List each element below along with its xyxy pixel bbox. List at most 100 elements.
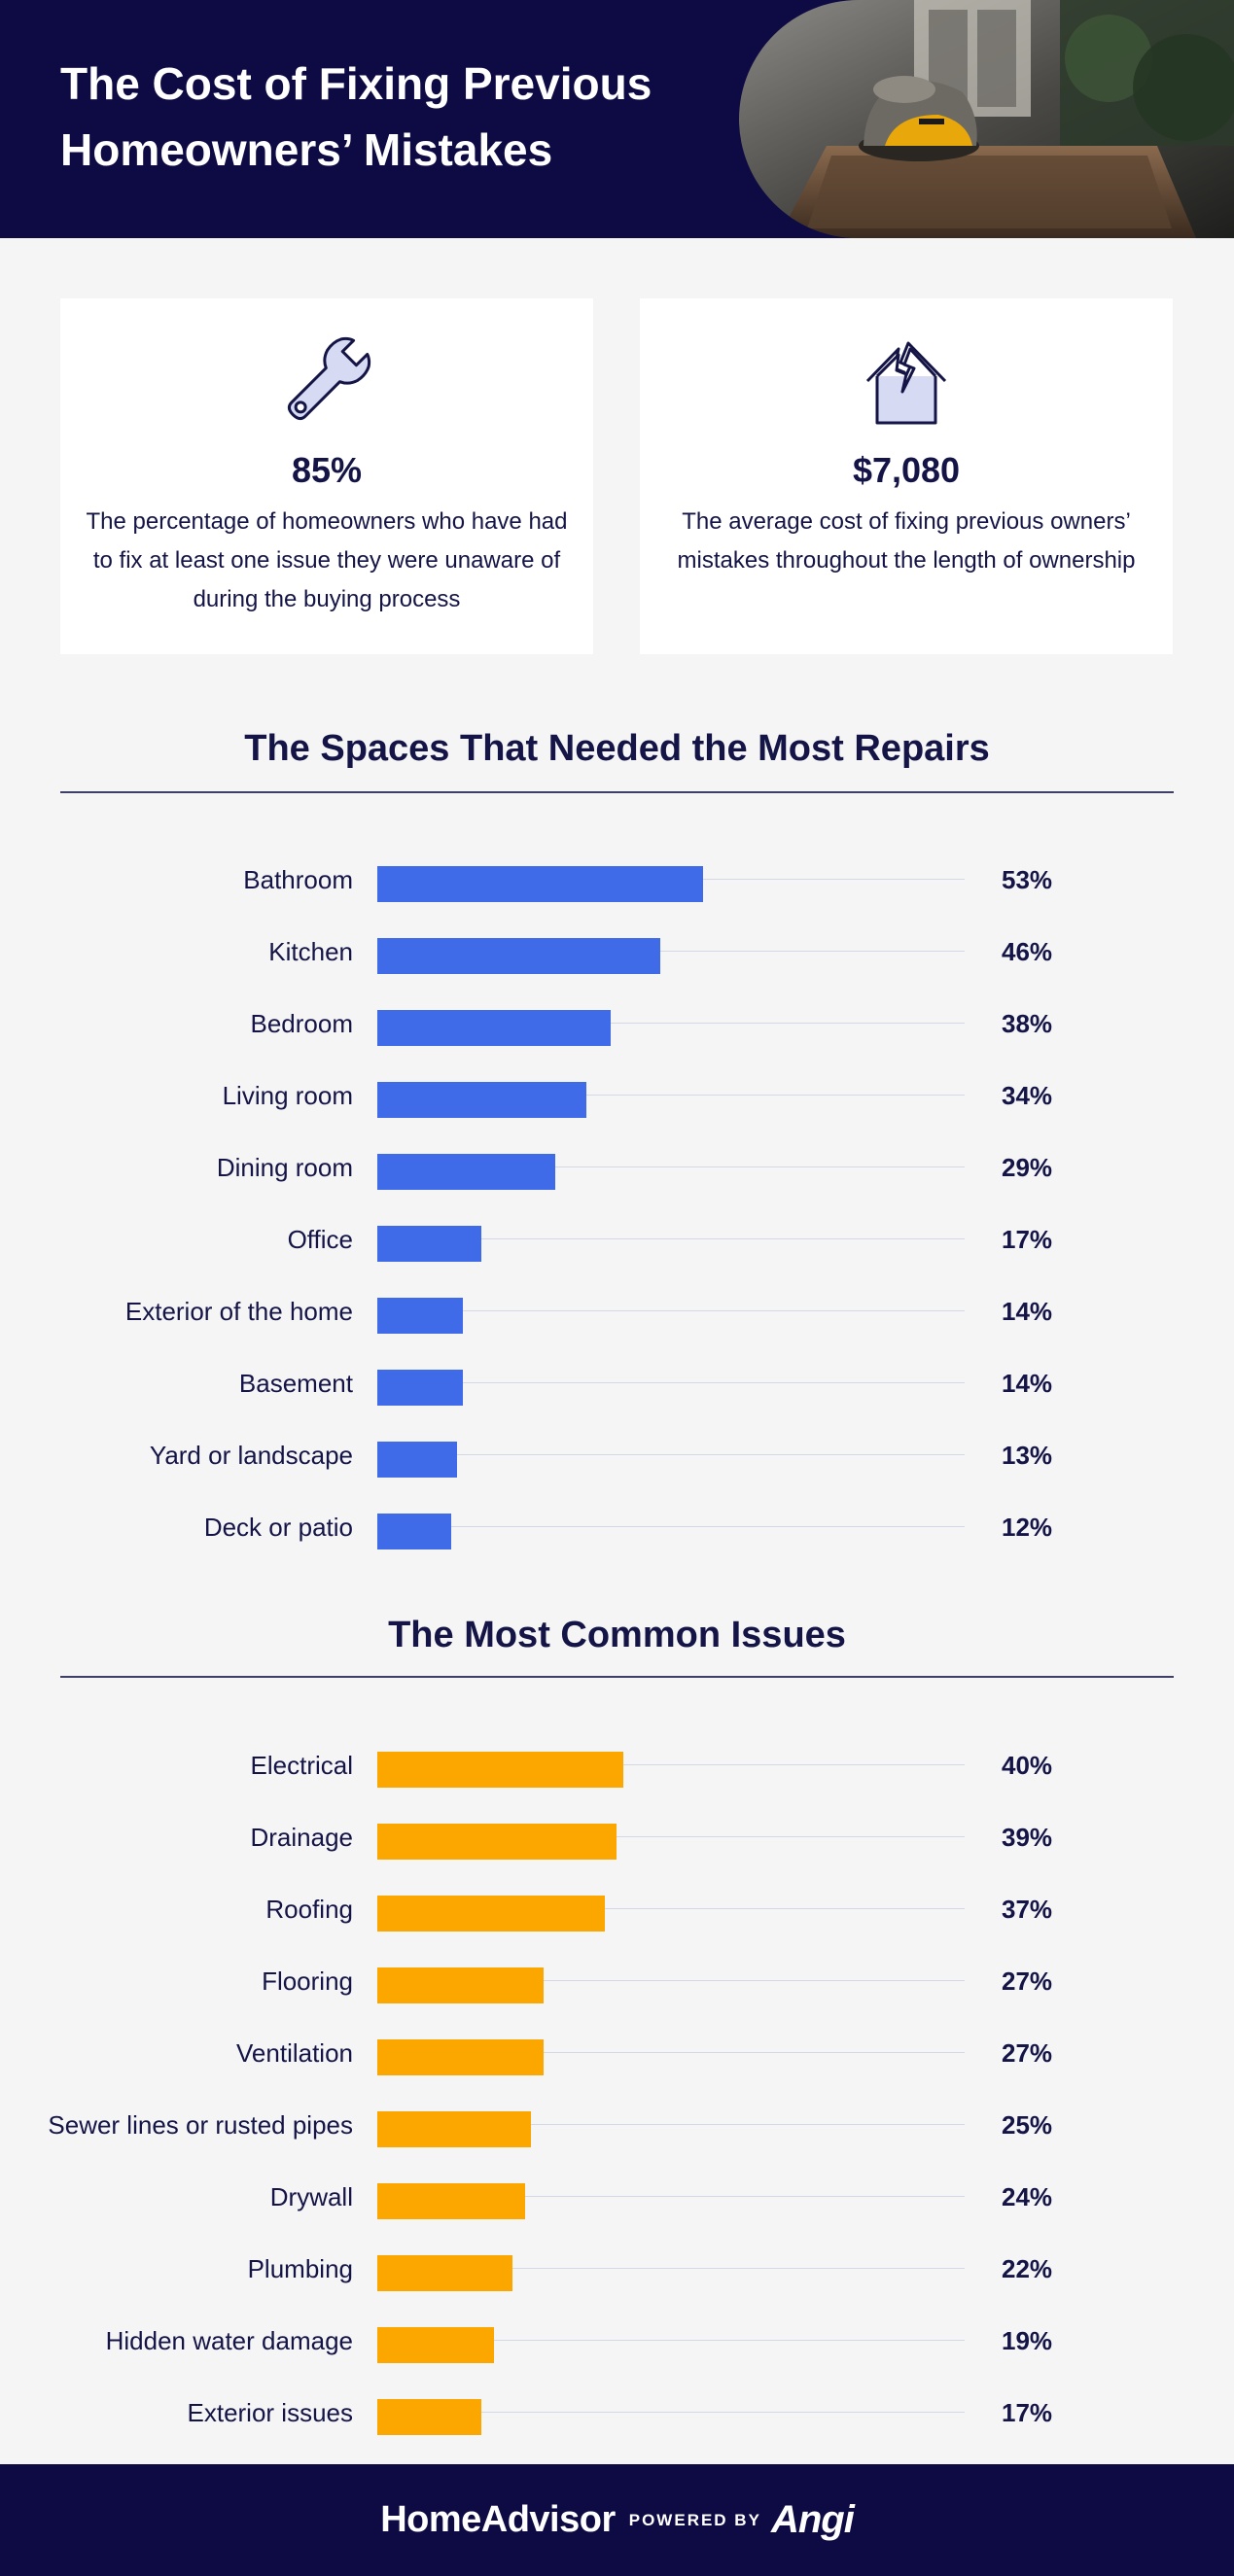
bar bbox=[377, 1010, 611, 1046]
grid-line bbox=[377, 2052, 965, 2053]
chart-row: Electrical 40% bbox=[0, 1729, 1234, 1801]
grid-line bbox=[377, 1310, 965, 1311]
value-label: 14% bbox=[1002, 1297, 1053, 1326]
value-label: 29% bbox=[1002, 1153, 1053, 1182]
stat-description: The percentage of homeowners who have ha… bbox=[86, 508, 568, 612]
category-label: Roofing bbox=[265, 1895, 353, 1924]
category-label: Kitchen bbox=[268, 937, 353, 966]
bar bbox=[377, 938, 660, 974]
bar bbox=[377, 2327, 494, 2363]
grid-line bbox=[377, 1095, 965, 1096]
chart-row: Drywall 24% bbox=[0, 2161, 1234, 2233]
powered-by-text: POWERED BY bbox=[628, 2510, 761, 2529]
chart-row: Deck or patio 12% bbox=[0, 1491, 1234, 1563]
category-label: Exterior issues bbox=[187, 2398, 354, 2427]
bar bbox=[377, 1514, 451, 1549]
bar bbox=[377, 866, 703, 902]
chart-row: Kitchen 46% bbox=[0, 916, 1234, 988]
chart-row: Bathroom 53% bbox=[0, 844, 1234, 916]
grid-line bbox=[377, 1980, 965, 1981]
bar-chart-issues: Electrical 40% Drainage 39% Roofing 37% Floori… bbox=[0, 1729, 1234, 2435]
value-label: 39% bbox=[1002, 1823, 1053, 1852]
grid-line bbox=[377, 1382, 965, 1383]
value-label: 25% bbox=[1002, 2110, 1053, 2140]
grid-line bbox=[377, 2196, 965, 2197]
chart-title-spaces: The Spaces That Needed the Most Repairs bbox=[244, 728, 990, 769]
value-label: 24% bbox=[1002, 2182, 1053, 2211]
value-label: 12% bbox=[1002, 1513, 1053, 1542]
category-label: Ventilation bbox=[236, 2038, 353, 2068]
bar bbox=[377, 2183, 525, 2219]
partner-logo: Angi bbox=[770, 2498, 855, 2541]
value-label: 14% bbox=[1002, 1369, 1053, 1398]
bar bbox=[377, 1896, 605, 1932]
category-label: Flooring bbox=[262, 1967, 353, 1996]
chart-row: Living room 34% bbox=[0, 1060, 1234, 1131]
bar bbox=[377, 1226, 481, 1262]
bar bbox=[377, 1442, 457, 1478]
broken-house-icon bbox=[858, 328, 955, 435]
grid-line bbox=[377, 2412, 965, 2413]
bar bbox=[377, 1752, 623, 1788]
header-photo bbox=[739, 0, 1234, 238]
chart-row: Ventilation 27% bbox=[0, 2017, 1234, 2089]
category-label: Deck or patio bbox=[203, 1513, 353, 1542]
grid-line bbox=[377, 1023, 965, 1024]
bar bbox=[377, 1082, 586, 1118]
bar bbox=[377, 2111, 531, 2147]
value-label: 27% bbox=[1002, 2038, 1053, 2068]
section-divider bbox=[60, 791, 1174, 793]
chart-row: Flooring 27% bbox=[0, 1945, 1234, 2017]
category-label: Basement bbox=[238, 1369, 353, 1398]
chart-row: Exterior of the home 14% bbox=[0, 1275, 1234, 1347]
stat-description: The average cost of fixing previous owne… bbox=[677, 508, 1136, 574]
value-label: 22% bbox=[1002, 2254, 1053, 2283]
value-label: 40% bbox=[1002, 1751, 1053, 1780]
grid-line bbox=[377, 1166, 965, 1167]
chart-row: Plumbing 22% bbox=[0, 2233, 1234, 2305]
category-label: Electrical bbox=[250, 1751, 353, 1780]
value-label: 34% bbox=[1002, 1081, 1053, 1110]
category-label: Sewer lines or rusted pipes bbox=[48, 2110, 353, 2140]
category-label: Exterior of the home bbox=[124, 1297, 353, 1326]
category-label: Bedroom bbox=[250, 1009, 354, 1038]
grid-line bbox=[377, 951, 965, 952]
stat-card-percentage: 85% The percentage of homeowners who hav… bbox=[60, 298, 593, 654]
value-label: 19% bbox=[1002, 2326, 1053, 2355]
chart-title-issues: The Most Common Issues bbox=[388, 1615, 846, 1655]
value-label: 37% bbox=[1002, 1895, 1053, 1924]
category-label: Plumbing bbox=[247, 2254, 353, 2283]
chart-row: Office 17% bbox=[0, 1203, 1234, 1275]
chart-row: Bedroom 38% bbox=[0, 988, 1234, 1060]
page-title-line-1: The Cost of Fixing Previous bbox=[60, 58, 652, 109]
value-label: 13% bbox=[1002, 1441, 1053, 1470]
category-label: Office bbox=[287, 1225, 353, 1254]
bar bbox=[377, 1154, 555, 1190]
stat-value: 85% bbox=[291, 450, 363, 490]
footer-banner: HomeAdvisor POWERED BY Angi bbox=[0, 2464, 1234, 2576]
grid-line bbox=[377, 1764, 965, 1765]
wrench-icon bbox=[278, 328, 375, 435]
section-divider bbox=[60, 1676, 1174, 1678]
stat-value: $7,080 bbox=[852, 450, 961, 490]
category-label: Living room bbox=[222, 1081, 353, 1110]
grid-line bbox=[377, 2340, 965, 2341]
bar bbox=[377, 2039, 544, 2075]
page-title: The Cost of Fixing Previous Homeowners’ … bbox=[60, 51, 702, 183]
grid-line bbox=[377, 1238, 965, 1239]
bar bbox=[377, 1824, 617, 1860]
header-banner: The Cost of Fixing Previous Homeowners’ … bbox=[0, 0, 1234, 238]
brand-logo: HomeAdvisor bbox=[380, 2499, 616, 2540]
bar bbox=[377, 2399, 481, 2435]
chart-row: Exterior issues 17% bbox=[0, 2377, 1234, 2449]
bar bbox=[377, 1967, 544, 2003]
chart-row: Yard or landscape 13% bbox=[0, 1419, 1234, 1491]
chart-row: Drainage 39% bbox=[0, 1801, 1234, 1873]
bar bbox=[377, 2255, 512, 2291]
bar bbox=[377, 1370, 463, 1406]
category-label: Yard or landscape bbox=[149, 1441, 353, 1470]
page-title-line-2: Homeowners’ Mistakes bbox=[60, 124, 553, 175]
chart-row: Sewer lines or rusted pipes 25% bbox=[0, 2089, 1234, 2161]
bar bbox=[377, 1298, 463, 1334]
category-label: Drywall bbox=[269, 2182, 353, 2211]
